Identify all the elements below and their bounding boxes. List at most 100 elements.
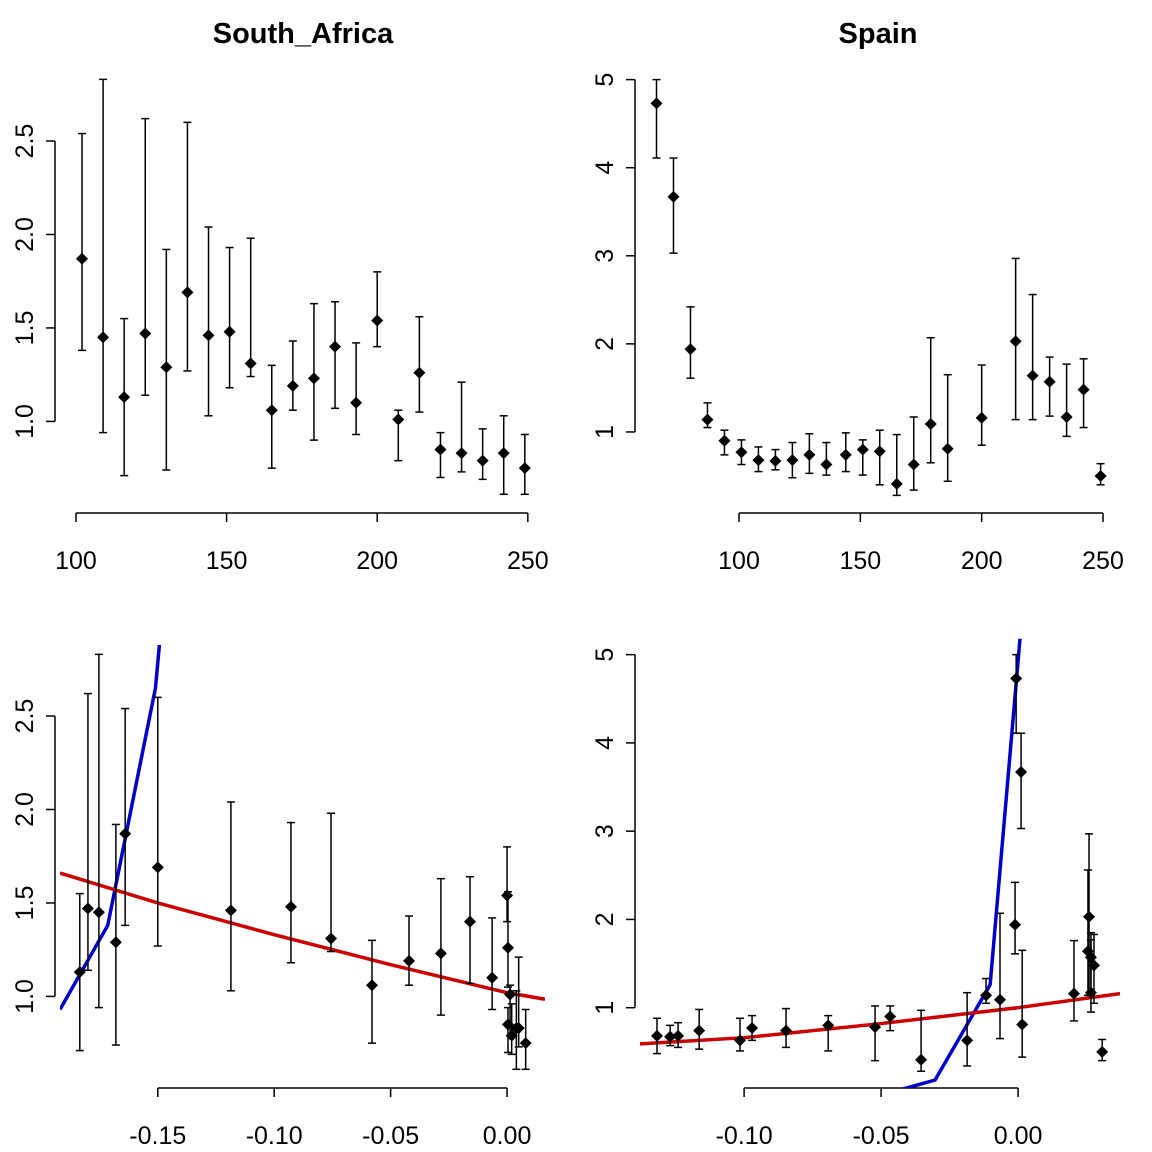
x-tick-label: -0.05 (853, 1122, 910, 1150)
point (392, 413, 405, 426)
point (81, 902, 94, 915)
fit-line (900, 638, 1022, 1088)
y-tick-label: 2.5 (11, 699, 39, 734)
point (119, 827, 132, 840)
plot-area (640, 638, 1120, 1088)
point (1060, 410, 1073, 423)
point (820, 458, 833, 471)
x-tick-label: 0.00 (483, 1122, 532, 1150)
point (869, 1021, 882, 1034)
y-tick-label: 1.0 (11, 404, 39, 439)
x-tick-label: -0.05 (362, 1122, 419, 1150)
point (265, 404, 278, 417)
point (75, 252, 88, 265)
point (780, 1024, 793, 1037)
x-tick-label: 200 (356, 547, 398, 575)
x-tick-label: 150 (839, 547, 881, 575)
point (769, 455, 782, 468)
y-tick-label: 1.5 (11, 311, 39, 346)
fit-line (60, 645, 162, 1011)
point (151, 861, 164, 874)
point (1016, 1018, 1029, 1031)
y-tick-label: 5 (591, 648, 619, 662)
point (839, 448, 852, 461)
point (1087, 959, 1100, 972)
point (434, 947, 447, 960)
plot-area (60, 645, 545, 1011)
point (403, 954, 416, 967)
point (1077, 383, 1090, 396)
point (734, 1034, 746, 1047)
point (224, 904, 237, 917)
point (786, 454, 799, 467)
fit-line (640, 991, 1120, 1046)
y-tick-label: 2 (591, 912, 619, 926)
point (92, 906, 105, 919)
point (1015, 766, 1028, 779)
point (1009, 918, 1022, 931)
point (1067, 987, 1080, 1000)
point (1094, 470, 1107, 483)
point (284, 900, 297, 913)
point (501, 941, 514, 954)
y-tick-label: 2 (591, 337, 619, 351)
x-tick-label: -0.10 (246, 1122, 303, 1150)
y-tick-label: 3 (591, 249, 619, 263)
point (109, 936, 122, 949)
y-tick-label: 4 (591, 736, 619, 750)
x-tick-label: -0.10 (716, 1122, 773, 1150)
point (664, 1030, 677, 1043)
point (752, 454, 765, 467)
x-tick-label: 150 (206, 547, 248, 575)
y-tick-label: 5 (591, 73, 619, 87)
point (464, 915, 477, 928)
point (286, 379, 299, 392)
point (518, 462, 531, 475)
point (519, 1037, 532, 1050)
point (371, 314, 384, 327)
x-tick-label: 100 (718, 547, 760, 575)
point (366, 979, 379, 992)
y-tick-label: 1.5 (11, 886, 39, 921)
point (980, 989, 993, 1002)
point (455, 447, 468, 460)
point (994, 993, 1006, 1006)
point (118, 391, 131, 404)
point (915, 1053, 928, 1066)
chart-title: Spain (839, 18, 918, 50)
y-tick-label: 1 (591, 425, 619, 439)
point (476, 454, 489, 467)
point (924, 418, 937, 431)
point (1009, 335, 1022, 348)
point (202, 329, 215, 342)
point (510, 1022, 523, 1035)
point (803, 448, 816, 461)
point (873, 445, 886, 458)
point (650, 1029, 663, 1042)
y-tick-label: 1 (591, 1001, 619, 1015)
point (672, 1029, 685, 1042)
chart-title: South_Africa (213, 18, 394, 50)
point (350, 396, 363, 409)
point (884, 1010, 897, 1023)
y-tick-label: 2.0 (11, 792, 39, 827)
point (1096, 1045, 1109, 1058)
point (907, 458, 920, 471)
point (961, 1034, 974, 1047)
fit-line (60, 871, 545, 1001)
x-tick-label: 250 (507, 547, 549, 575)
y-tick-label: 3 (591, 824, 619, 838)
point (1083, 910, 1096, 923)
y-tick-label: 2.0 (11, 217, 39, 252)
point (325, 932, 338, 945)
point (890, 477, 903, 490)
point (505, 1029, 518, 1042)
point (497, 447, 510, 460)
point (693, 1024, 706, 1037)
point (1043, 375, 1056, 388)
point (329, 340, 342, 353)
y-tick-label: 1.0 (11, 979, 39, 1014)
point (746, 1021, 759, 1034)
point (822, 1019, 835, 1032)
point (718, 434, 731, 447)
